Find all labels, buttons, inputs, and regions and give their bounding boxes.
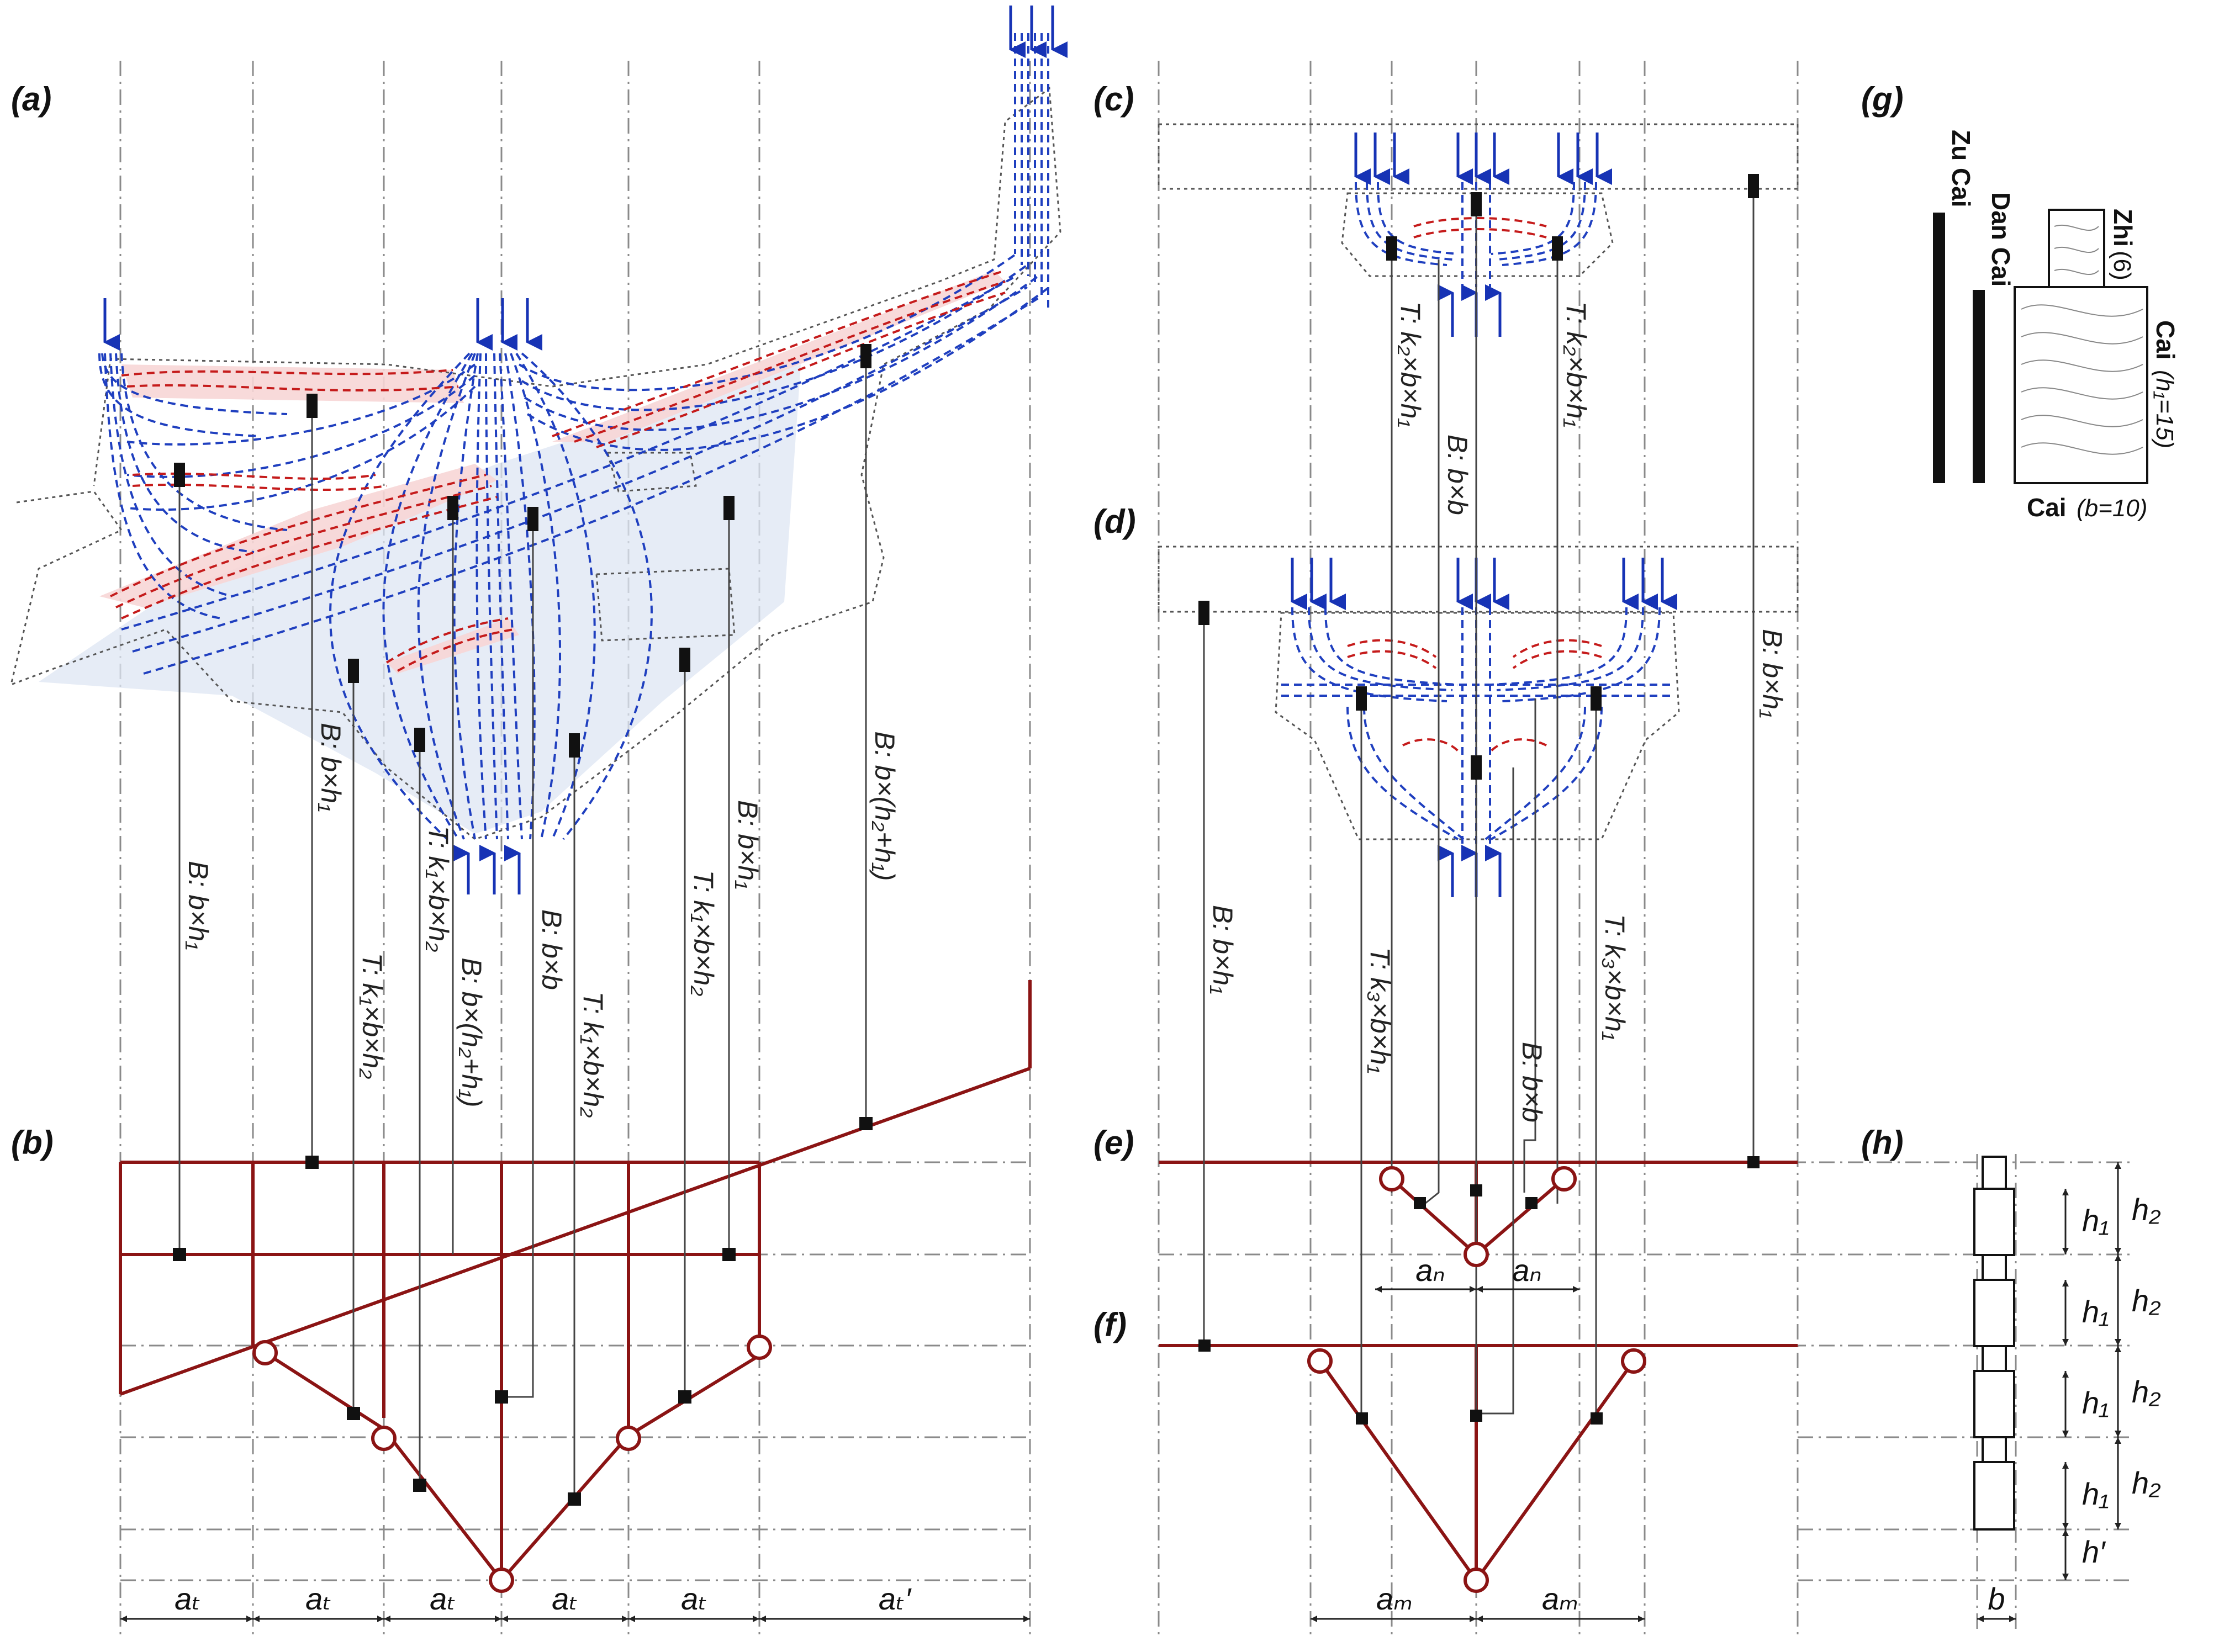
grid-lines: [119, 61, 2132, 1634]
panel-label-b: (b): [11, 1124, 54, 1161]
dim-an-2: aₙ: [1512, 1253, 1541, 1288]
label-c-b-bb: B: b×b: [1442, 435, 1473, 515]
label-c-t-right: T: k₂×b×h₁: [1561, 301, 1592, 427]
panel-f-truss: [1159, 1344, 1798, 1584]
bottom-dims: [120, 1286, 1645, 1622]
dim-at-3: aₜ: [430, 1581, 456, 1616]
panel-label-d: (d): [1093, 503, 1136, 540]
label-a-b-bh1-3: B: b×h₁: [732, 800, 763, 889]
label-d-t-right: T: k₃×b×h₁: [1599, 914, 1630, 1040]
label-cai-h: Cai: [2151, 320, 2180, 360]
label-a-b-bh1-left: B: b×h₁: [183, 861, 214, 950]
dim-at-2: aₜ: [305, 1581, 332, 1616]
label-a-t-k1bh2-4: T: k₁×b×h₂: [688, 870, 719, 996]
panel-d-flow: [1158, 546, 1799, 897]
dim-b: b: [1988, 1581, 2005, 1616]
label-cai-b-val: (b=10): [2077, 495, 2147, 522]
dim-h1-1: h₁: [2082, 1203, 2109, 1238]
panel-g-timber: [1933, 209, 2148, 484]
panel-a-flow: [9, 6, 1068, 894]
dim-h2-2: h₂: [2132, 1283, 2161, 1318]
dim-h-prime: h′: [2082, 1534, 2106, 1569]
panel-label-a: (a): [11, 81, 51, 118]
truss-nodes: [173, 174, 1760, 1506]
label-c-t-left: T: k₂×b×h₁: [1395, 301, 1426, 427]
dim-at-1: aₜ: [175, 1581, 201, 1616]
label-d-t-left: T: k₃×b×h₁: [1365, 947, 1396, 1073]
dim-h1-3: h₁: [2082, 1385, 2109, 1420]
dim-h1-2: h₁: [2082, 1294, 2109, 1329]
label-a-b-bh2h1: B: b×(h₂+h₁): [456, 957, 487, 1107]
label-d-b-bb: B: b×b: [1517, 1042, 1547, 1122]
panel-e-truss: [1159, 1161, 1798, 1257]
dim-h2-3: h₂: [2132, 1374, 2161, 1409]
panel-label-f: (f): [1093, 1306, 1127, 1343]
label-a-t-k1bh2-1: T: k₁×b×h₂: [357, 953, 388, 1079]
panel-label-g: (g): [1861, 81, 1904, 118]
panel-label-c: (c): [1093, 81, 1134, 118]
label-a-t-k1bh2-3: T: k₁×b×h₂: [578, 992, 609, 1118]
dim-am-2: aₘ: [1542, 1581, 1578, 1616]
dim-am-1: aₘ: [1376, 1581, 1413, 1616]
dim-h2-1: h₂: [2132, 1192, 2161, 1227]
panel-h-column: [1973, 1156, 2015, 1531]
label-a-b-bh1-2: B: b×h₁: [315, 723, 346, 812]
dim-at-4: aₜ: [552, 1581, 578, 1616]
panel-c-flow: [1158, 123, 1799, 337]
dim-h1-4: h₁: [2082, 1476, 2109, 1511]
dim-at-prime: aₜ′: [879, 1581, 912, 1616]
panel-label-e: (e): [1093, 1124, 1134, 1161]
label-a-t-k1bh2-2: T: k₁×b×h₂: [423, 826, 454, 952]
dim-an-1: aₙ: [1415, 1253, 1445, 1288]
truss-supports: [252, 1166, 1646, 1593]
load-arrows-a: [103, 6, 1068, 894]
label-zhi-val: (6): [2109, 251, 2136, 280]
label-cai-h-val: (h₁=15): [2151, 370, 2178, 448]
label-a-b-bb: B: b×b: [536, 909, 567, 990]
label-dan-cai: Dan Cai: [1987, 192, 2015, 287]
panel-h-dims: [1977, 1162, 2121, 1622]
label-c-b-bh1-right: B: b×h₁: [1757, 629, 1788, 718]
panel-label-h: (h): [1861, 1124, 1904, 1161]
label-zhi: Zhi: [2109, 209, 2137, 247]
label-a-b-bh2h1-2: B: b×(h₂+h₁): [869, 731, 900, 881]
dim-at-5: aₜ: [681, 1581, 707, 1616]
dim-h2-4: h₂: [2132, 1465, 2161, 1500]
label-d-b-bh1-left: B: b×h₁: [1207, 905, 1238, 994]
leader-lines: [178, 188, 1755, 1499]
label-zu-cai: Zu Cai: [1947, 130, 1975, 208]
label-cai-b: Cai: [2027, 493, 2067, 522]
